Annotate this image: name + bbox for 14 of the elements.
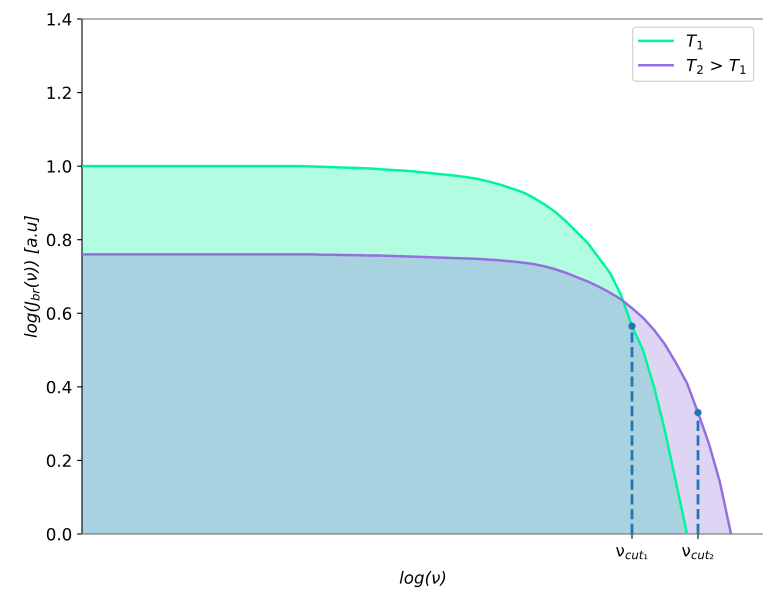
y-tick-label: 1.2	[48, 86, 71, 99]
y-tick-label: 0.6	[46, 307, 72, 320]
legend-label: T$_{2}$ > T$_{1}$	[686, 58, 746, 74]
y-tick-label: 1.4	[48, 13, 72, 26]
y-tick-label: 0.4	[46, 380, 72, 394]
y-tick-label: 0.2	[46, 454, 71, 467]
x-axis-title: log(ν)	[400, 570, 446, 588]
y-axis-title: log(J$_{br}$(ν)) [a.u]	[24, 216, 40, 338]
y-tick-label: 1.0	[48, 160, 72, 173]
y-tick-label: 0.0	[46, 528, 72, 541]
x-tick-label: ν$_{cut₁}$	[616, 547, 648, 560]
y-tick-label: 0.8	[46, 234, 72, 246]
legend-label: T$_{1}$	[686, 34, 703, 50]
x-tick-label: ν$_{cut₂}$	[682, 547, 714, 560]
